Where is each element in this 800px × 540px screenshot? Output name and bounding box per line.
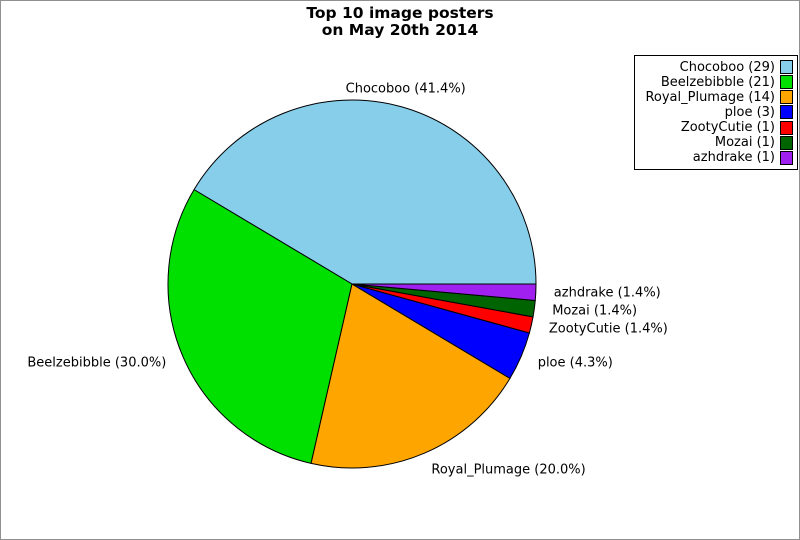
legend-item-beelzebibble: Beelzebibble (21) xyxy=(637,74,793,90)
slice-label-ploe: ploe (4.3%) xyxy=(537,355,613,371)
legend-swatch-icon xyxy=(780,135,793,150)
legend-item-mozai: Mozai (1) xyxy=(637,135,793,151)
legend-item-royal_plumage: Royal_Plumage (14) xyxy=(637,89,793,105)
chart-title-line1: Top 10 image posters xyxy=(306,4,494,22)
legend-item-ploe: ploe (3) xyxy=(637,104,793,120)
pie-slice-azhdrake xyxy=(351,283,537,301)
pie-slice-royal_plumage xyxy=(310,283,511,469)
slice-label-beelzebibble: Beelzebibble (30.0%) xyxy=(27,355,167,371)
legend-item-azhdrake: azhdrake (1) xyxy=(637,150,793,166)
legend-label: azhdrake (1) xyxy=(692,150,775,166)
slice-label-zootycutie: ZootyCutie (1.4%) xyxy=(548,321,668,337)
legend-item-zootycutie: ZootyCutie (1) xyxy=(637,120,793,136)
legend: Chocoboo (29) Beelzebibble (21) Royal_Plum… xyxy=(634,55,798,170)
legend-label: ploe (3) xyxy=(724,104,775,120)
slice-label-mozai: Mozai (1.4%) xyxy=(552,303,638,319)
legend-label: ZootyCutie (1) xyxy=(680,120,775,136)
chart-title-line2: on May 20th 2014 xyxy=(321,21,479,39)
legend-swatch-icon xyxy=(780,150,793,165)
legend-swatch-icon xyxy=(780,120,793,135)
legend-swatch-icon xyxy=(780,90,793,105)
slice-label-chocoboo: Chocoboo (41.4%) xyxy=(345,81,466,97)
chart-title: Top 10 image posters on May 20th 2014 xyxy=(1,5,799,39)
legend-swatch-icon xyxy=(780,75,793,90)
legend-swatch-icon xyxy=(780,60,793,74)
legend-item-chocoboo: Chocoboo (29) xyxy=(637,59,793,75)
legend-label: Beelzebibble (21) xyxy=(660,74,775,90)
legend-label: Royal_Plumage (14) xyxy=(645,89,775,105)
pie-slice-chocoboo xyxy=(193,99,537,285)
slice-label-royal_plumage: Royal_Plumage (20.0%) xyxy=(431,462,586,478)
slice-label-azhdrake: azhdrake (1.4%) xyxy=(553,285,661,301)
legend-label: Mozai (1) xyxy=(714,135,775,151)
legend-label: Chocoboo (29) xyxy=(679,59,775,75)
legend-swatch-icon xyxy=(780,105,793,120)
pie-slice-beelzebibble xyxy=(167,189,353,464)
